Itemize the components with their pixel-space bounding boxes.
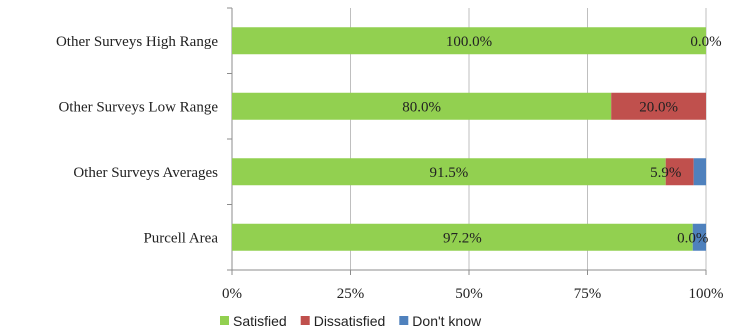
legend-swatch xyxy=(399,316,409,325)
data-labels: 100.0% 0.0% 80.0% 20.0% 91.5% 5.9% 97.2% 0.0% xyxy=(402,34,721,247)
x-tick-label: 0% xyxy=(222,286,242,302)
data-label: 80.0% xyxy=(402,99,441,115)
bar-segment xyxy=(692,223,706,251)
category-labels: Other Surveys High Range Other Surveys Lo… xyxy=(56,34,218,247)
x-tick-label: 75% xyxy=(574,286,602,302)
bar-segment xyxy=(232,223,693,251)
bar-segment xyxy=(693,158,706,186)
bar-segment xyxy=(611,92,706,120)
bar-segment xyxy=(232,27,706,55)
legend-label: Satisfied xyxy=(233,313,287,329)
category-label: Other Surveys Low Range xyxy=(58,99,218,115)
x-tick-label: 100% xyxy=(689,286,724,302)
data-label: 100.0% xyxy=(446,34,492,50)
category-label: Other Surveys High Range xyxy=(56,34,218,50)
bar-segment xyxy=(665,158,694,186)
data-label: 91.5% xyxy=(429,165,468,181)
legend-label: Dissatisfied xyxy=(314,313,386,329)
data-label: 20.0% xyxy=(639,99,678,115)
legend-label: Don't know xyxy=(412,313,482,329)
data-label: 5.9% xyxy=(650,165,681,181)
x-tick-label: 25% xyxy=(337,286,365,302)
data-label: 0.0% xyxy=(690,34,721,50)
x-tick-label: 50% xyxy=(455,286,483,302)
data-label: 0.0% xyxy=(677,230,708,246)
legend: Satisfied Dissatisfied Don't know xyxy=(220,313,482,329)
category-label: Other Surveys Averages xyxy=(73,165,218,181)
bar-segment xyxy=(232,92,612,120)
legend-swatch xyxy=(300,316,310,325)
x-tick-labels: 0% 25% 50% 75% 100% xyxy=(222,286,724,302)
bars xyxy=(232,27,706,251)
legend-swatch xyxy=(220,316,229,325)
bar-segment xyxy=(232,158,666,186)
category-label: Purcell Area xyxy=(143,230,218,246)
data-label: 97.2% xyxy=(443,230,482,246)
